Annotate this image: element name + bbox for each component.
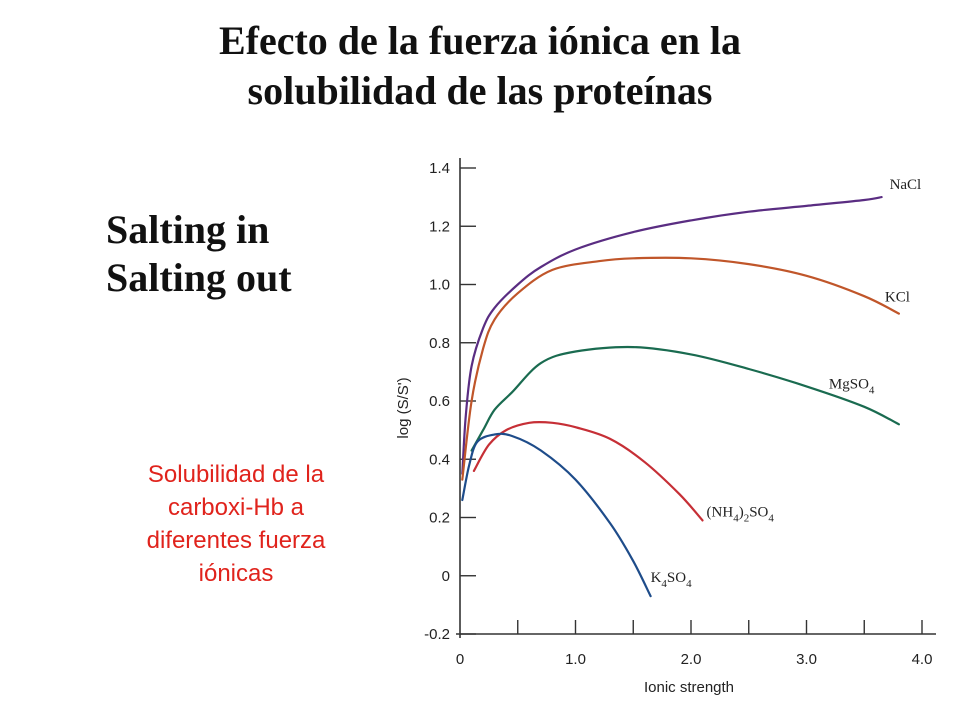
- y-tick-label: 0.2: [429, 510, 450, 527]
- y-tick-label: 1.0: [429, 277, 450, 294]
- y-tick-label: 0.4: [429, 451, 450, 468]
- y-tick-label: 1.2: [429, 218, 450, 235]
- x-tick-label: 3.0: [796, 651, 817, 668]
- x-tick-label: 2.0: [681, 651, 702, 668]
- x-tick-label: 1.0: [565, 651, 586, 668]
- y-tick-label: 0.8: [429, 335, 450, 352]
- series-label-kcl: KCl: [885, 290, 910, 306]
- x-tick-label: 0: [456, 651, 464, 668]
- series-line-nh4-2so4: [472, 420, 704, 522]
- series-label-nacl: NaCl: [890, 177, 922, 193]
- salting-terms: Salting in Salting out: [106, 206, 292, 302]
- series-line-kcl: [461, 256, 900, 481]
- salting-out-label: Salting out: [106, 255, 292, 300]
- chart-axes: -0.2 0 0.2 0.4 0.6 0.8 1.0 1.2 1.4 0 1.0 2.0 3.0 4.0: [424, 158, 936, 668]
- caption-line-2: carboxi-Hb a: [167, 494, 305, 521]
- caption-line-3: diferentes fuerza: [146, 527, 326, 554]
- y-tick-label: -0.2: [424, 626, 450, 643]
- salting-in-label: Salting in: [106, 207, 270, 252]
- caption-line-4: iónicas: [198, 560, 274, 587]
- x-tick-label: 4.0: [912, 651, 933, 668]
- caption-line-1: Solubilidad de la: [147, 461, 325, 488]
- series-line-mgso4: [470, 345, 900, 452]
- slide-title-line-1: Efecto de la fuerza iónica en la: [218, 18, 742, 63]
- series-label-k4so4: K4SO4: [651, 570, 693, 590]
- y-axis-label: log (S/S'): [395, 377, 412, 438]
- chart-series: [461, 196, 900, 598]
- y-tick-label: 0: [442, 568, 450, 585]
- y-tick-label: 0.6: [429, 393, 450, 410]
- chart-series-labels: NaCl KCl MgSO4 (NH4)2SO4 K4SO4: [651, 177, 922, 590]
- series-label-nh4-2so4: (NH4)2SO4: [707, 504, 775, 524]
- slide-title: Efecto de la fuerza iónica en la solubil…: [80, 16, 880, 116]
- slide-title-line-2: solubilidad de las proteínas: [247, 68, 713, 113]
- series-line-k4so4: [461, 432, 652, 598]
- series-line-nacl: [461, 196, 883, 475]
- chart-caption: Solubilidad de la carboxi-Hb a diferente…: [108, 458, 364, 590]
- x-axis-label: Ionic strength: [644, 679, 734, 696]
- y-tick-label: 1.4: [429, 160, 450, 177]
- series-label-mgso4: MgSO4: [829, 376, 875, 396]
